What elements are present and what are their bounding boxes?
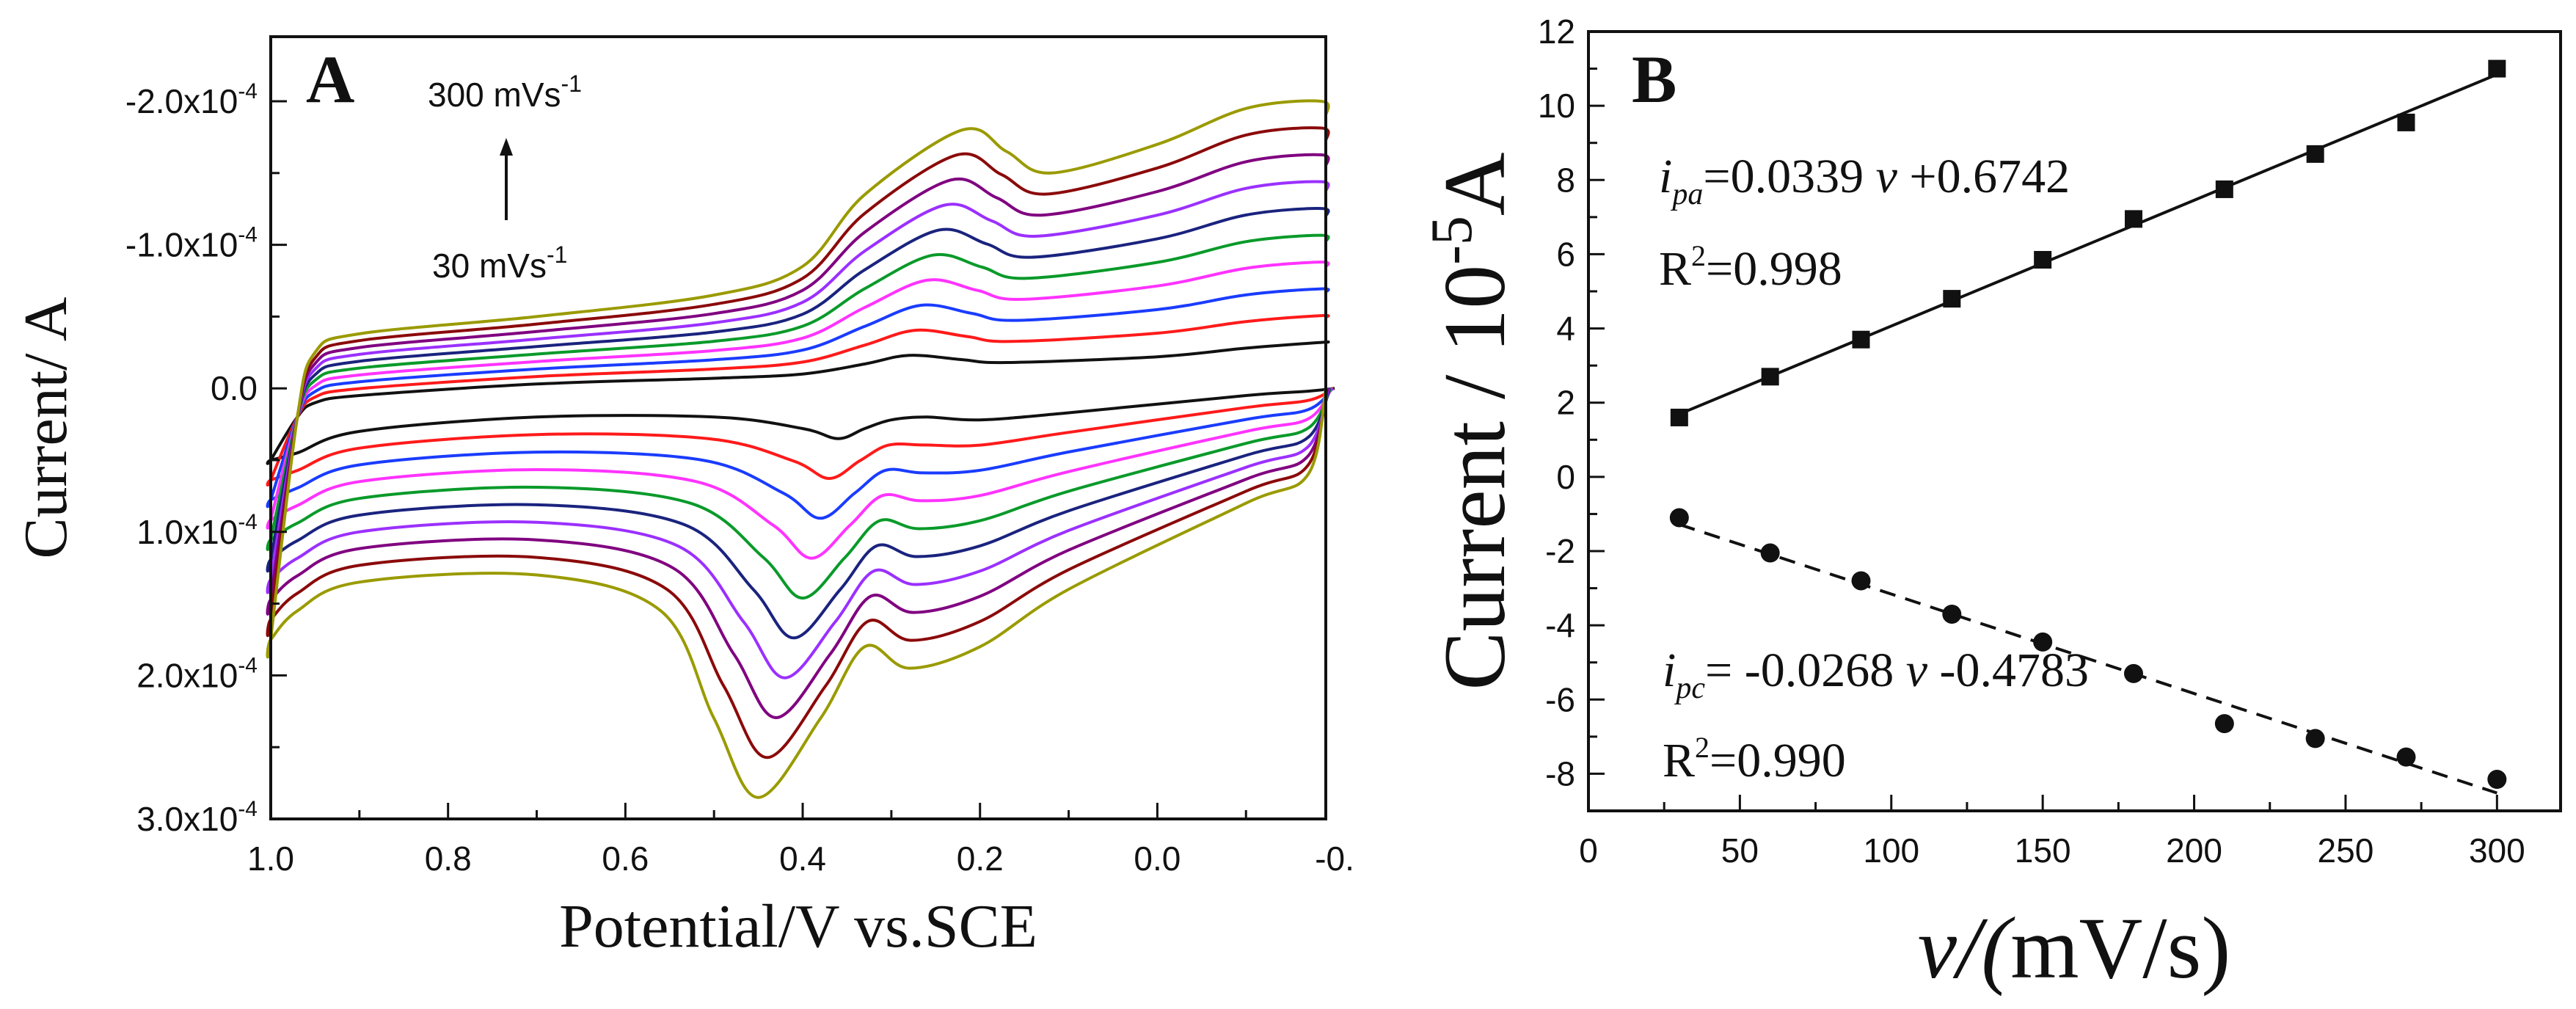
panel-a-cv-chart: 1.0 0.8 0.6 0.4 0.2 0.0 -0. -2.0x10-4 -1.0x10-4 0… [12,35,1354,961]
panel-a-x-axis-title: Potential/V vs.SCE [559,892,1037,961]
cv-curve-90-mvs [266,287,1334,520]
panel-a-label: A [306,42,354,117]
y-tick-label: 12 [1538,12,1575,51]
ipc-point [2487,770,2507,790]
ipc-r-squared: R2=0.990 [1663,731,1846,787]
x-tick-label: 0.8 [425,839,472,878]
cv-curve-30-mvs [266,340,1335,465]
ipc-point [2396,747,2416,767]
ipa-point [1670,408,1688,426]
x-tick-label: 0.0 [1134,839,1181,878]
cv-curve-300-mvs [266,99,1330,799]
y-tick-label: 2.0x10-4 [136,653,258,694]
y-tick-label: 6 [1556,235,1575,273]
y-tick-label: 4 [1556,310,1575,348]
cv-curve-270-mvs [266,126,1330,760]
x-tick-label: 200 [2166,831,2222,870]
ipa-point [2034,251,2052,269]
ipc-fit-line [1679,522,2497,795]
ipa-point [1943,290,1961,308]
x-tick-label: 50 [1721,831,1759,870]
ipa-fit-line [1679,73,2498,416]
panel-b-label: B [1632,42,1676,117]
y-tick-label: 0 [1556,458,1575,496]
ipc-point [2123,663,2143,683]
y-tick-label: 3.0x10-4 [136,797,258,838]
ipa-point [2215,180,2233,198]
panel-b-x-axis-title: v/(mV/s) [1917,899,2231,997]
y-tick-label: -6 [1545,680,1575,718]
x-tick-label: 0.6 [602,839,649,878]
annotation-300-mvs: 300 mVs-1 [428,70,582,114]
ipc-point [2033,632,2053,652]
ipc-point [2214,714,2234,734]
x-tick-label: 300 [2469,831,2525,870]
panel-b-ticks: 0 50 100 150 200 250 300 -8 -6 -4 -2 0 2 4 6 8 10 12 [1538,12,2525,870]
x-tick-label: 1.0 [247,839,294,878]
x-tick-label: 250 [2318,831,2374,870]
ipa-point [2124,210,2142,228]
cv-curve-150-mvs [266,233,1332,600]
ipc-point [2305,729,2325,748]
ipa-point [1761,368,1779,386]
ipa-equation: ipa=0.0339 v +0.6742 [1659,150,2070,211]
y-tick-label: -2.0x10-4 [125,79,258,120]
y-tick-label: 10 [1538,87,1575,125]
panel-a-ticks: 1.0 0.8 0.6 0.4 0.2 0.0 -0. -2.0x10-4 -1.0x10-4 0… [125,79,1354,878]
panel-b-scatter-chart: 0 50 100 150 200 250 300 -8 -6 -4 -2 0 2 4 6 8 10 12 B ip… [1420,12,2562,870]
y-tick-label: -4 [1545,606,1575,644]
x-tick-label: 0.2 [957,839,1004,878]
panel-a-frame [269,35,1327,820]
ipa-r-squared: R2=0.998 [1659,239,1842,296]
x-tick-label: 150 [2015,831,2071,870]
scan-rate-arrow [500,138,513,220]
ipc-point [1760,543,1780,563]
cv-curve-180-mvs [266,207,1332,640]
y-tick-label: -1.0x10-4 [125,223,258,264]
cv-curves [266,99,1335,799]
fit-lines [1679,73,2498,795]
cv-curve-210-mvs [266,180,1330,680]
y-tick-label: 2 [1556,384,1575,422]
y-tick-label: 0.0 [211,369,258,407]
y-tick-label: 1.0x10-4 [136,510,258,551]
x-tick-label: 0 [1579,831,1598,870]
y-tick-label: 8 [1556,161,1575,199]
annotation-30-mvs: 30 mVs-1 [432,241,567,285]
panel-a-y-axis-title: Current/ A [12,296,80,558]
cv-curve-240-mvs [266,153,1330,720]
ipc-point [1942,604,1962,624]
ipa-point [2397,113,2415,131]
ipc-point [1851,571,1871,591]
ipa-point [2306,145,2324,163]
x-tick-label: 100 [1863,831,1919,870]
ipa-point [2488,59,2506,78]
y-tick-label: -2 [1545,532,1575,570]
x-tick-label: -0. [1315,839,1354,878]
data-points [1669,59,2507,790]
y-tick-label: -8 [1545,754,1575,793]
x-tick-label: 0.4 [779,839,826,878]
ipa-point [1852,330,1870,349]
ipc-equation: ipc= -0.0268 v -0.4783 [1663,644,2089,705]
panel-b-y-axis-title: Current / 10-5A [1420,152,1523,690]
ipc-point [1669,508,1689,528]
panel-b-frame [1587,30,2562,812]
